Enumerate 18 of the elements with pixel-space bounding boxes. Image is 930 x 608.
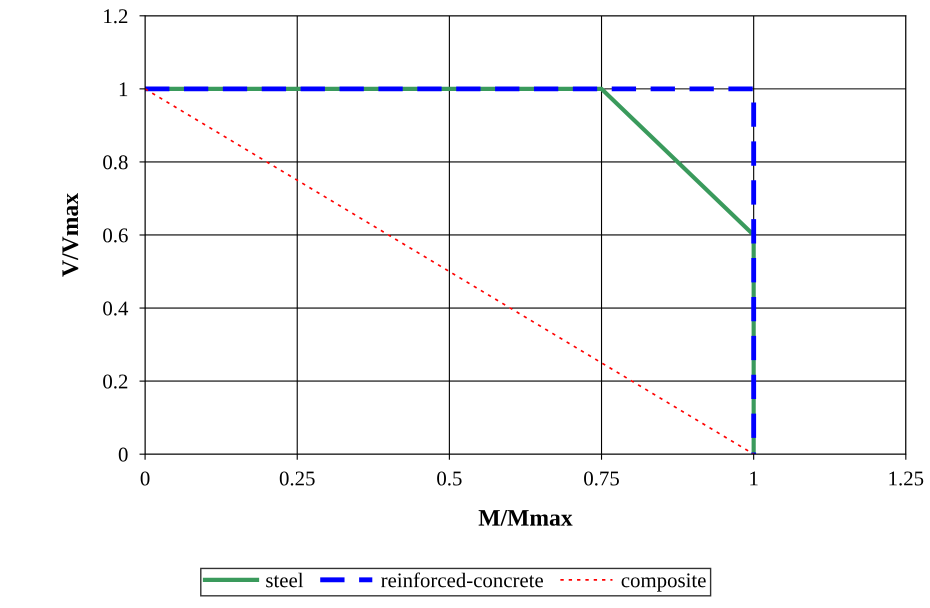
y-axis-title: V/Vmax <box>62 193 78 277</box>
legend-label: reinforced-concrete <box>381 572 543 588</box>
legend-label: steel <box>266 572 304 588</box>
x-tick-label: 0.5 <box>437 471 462 486</box>
y-tick-label: 1 <box>120 82 128 96</box>
x-tick-label: 1.25 <box>889 472 924 486</box>
x-tick-label: 1 <box>750 472 758 486</box>
y-tick-label: 0.4 <box>103 301 128 316</box>
y-tick-label: 0 <box>118 448 128 462</box>
x-tick-label: 0.25 <box>280 471 315 486</box>
x-axis-title: M/Mmax <box>478 510 573 526</box>
x-tick-label: 0 <box>140 471 150 486</box>
legend-label: composite <box>622 573 706 592</box>
x-tick-label: 0.75 <box>584 471 619 486</box>
y-tick-label: 0.2 <box>103 374 128 389</box>
y-tick-label: 0.8 <box>103 155 128 170</box>
y-tick-label: 0.6 <box>103 228 128 243</box>
y-tick-label: 1.2 <box>104 9 128 24</box>
